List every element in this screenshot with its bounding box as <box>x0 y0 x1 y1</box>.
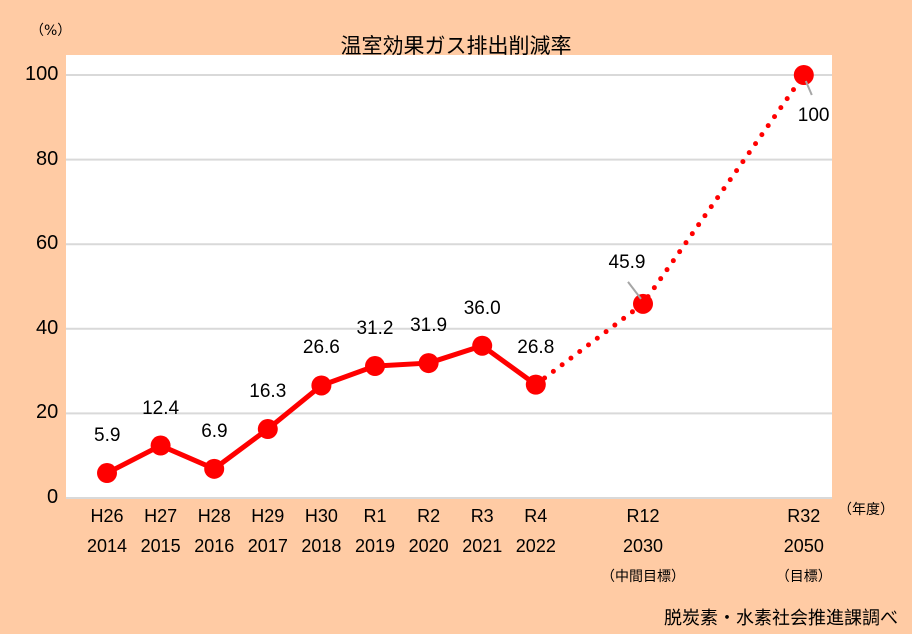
y-tick-label: 100 <box>25 63 59 85</box>
x-tick-era: R2 <box>417 506 441 526</box>
x-tick-era: R12 <box>626 506 660 526</box>
x-tick-year: 2020 <box>408 536 449 556</box>
x-tick-year: 2017 <box>247 536 288 556</box>
x-tick-year: 2022 <box>515 536 556 556</box>
data-point <box>525 374 546 395</box>
leader-line <box>804 80 813 96</box>
x-tick-era: H29 <box>251 506 285 526</box>
data-point-target <box>633 293 653 314</box>
data-point <box>97 463 117 484</box>
x-tick-era: H26 <box>90 506 124 526</box>
x-tick-note: （中間目標） <box>601 569 685 585</box>
x-tick-year: 2016 <box>194 536 235 556</box>
data-label: 31.2 <box>356 318 394 340</box>
data-point <box>472 335 493 356</box>
data-label: 5.9 <box>94 425 121 447</box>
y-tick-label: 80 <box>36 147 59 170</box>
x-tick-year: 2019 <box>355 536 396 556</box>
x-tick-year: 2050 <box>783 536 824 556</box>
x-tick-era: H30 <box>304 506 338 526</box>
data-point <box>418 353 439 374</box>
x-tick-year: 2030 <box>623 536 664 556</box>
x-tick-era: R32 <box>787 506 821 526</box>
data-label: 12.4 <box>142 397 180 419</box>
data-label: 31.9 <box>410 315 448 337</box>
x-tick-era: H28 <box>197 506 231 526</box>
data-label: 6.9 <box>201 420 228 442</box>
data-label: 100 <box>797 105 830 126</box>
data-label: 45.9 <box>608 251 646 273</box>
data-label: 26.8 <box>517 336 555 358</box>
data-label: 16.3 <box>249 381 287 403</box>
data-point <box>204 458 225 479</box>
y-tick-label: 0 <box>47 486 59 508</box>
x-tick-note: （目標） <box>775 569 832 585</box>
x-tick-year: 2021 <box>462 536 503 556</box>
x-tick-era: R3 <box>470 506 494 526</box>
x-axis-unit: （年度） <box>838 502 894 518</box>
data-label: 36.0 <box>463 297 501 319</box>
data-point <box>257 419 278 440</box>
x-tick-year: 2015 <box>140 536 181 556</box>
y-tick-label: 20 <box>36 401 59 424</box>
x-tick-era: H27 <box>144 506 178 526</box>
chart-title: 温室効果ガス排出削減率 <box>340 34 572 58</box>
y-tick-label: 60 <box>36 232 59 255</box>
data-point <box>311 375 332 396</box>
leader-line <box>627 281 642 300</box>
x-tick-era: R1 <box>363 506 387 526</box>
x-tick-era: R4 <box>524 506 548 526</box>
data-label: 26.6 <box>302 337 340 359</box>
y-axis-unit: （%） <box>30 23 72 39</box>
data-point-target <box>793 65 814 85</box>
x-tick-year: 2014 <box>87 536 128 556</box>
source-note: 脱炭素・水素社会推進課調べ <box>664 608 898 629</box>
y-tick-label: 40 <box>36 316 59 339</box>
data-point <box>365 356 385 377</box>
x-tick-year: 2018 <box>301 536 342 556</box>
plot-area <box>66 55 832 498</box>
data-point <box>150 435 171 456</box>
